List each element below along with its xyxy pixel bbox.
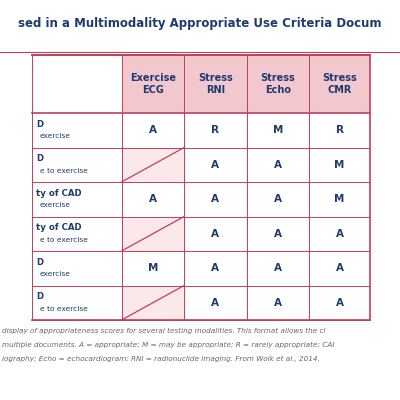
Text: A: A xyxy=(274,194,282,204)
Text: exercise: exercise xyxy=(40,134,71,140)
Text: A: A xyxy=(274,160,282,170)
Text: D: D xyxy=(36,292,43,301)
Bar xyxy=(309,251,370,286)
Bar xyxy=(122,148,184,182)
Text: D: D xyxy=(36,154,43,163)
Text: A: A xyxy=(274,229,282,239)
Text: M: M xyxy=(273,125,283,135)
Text: A: A xyxy=(211,194,219,204)
Text: M: M xyxy=(334,160,345,170)
Bar xyxy=(184,216,247,251)
Text: e to exercise: e to exercise xyxy=(40,306,88,312)
Bar xyxy=(32,55,122,113)
Text: A: A xyxy=(149,194,157,204)
Text: M: M xyxy=(148,263,158,273)
Text: Exercise
ECG: Exercise ECG xyxy=(130,73,176,95)
Bar xyxy=(122,182,184,216)
Text: ty of CAD: ty of CAD xyxy=(36,223,82,232)
Bar xyxy=(309,216,370,251)
Bar xyxy=(0,0,400,53)
Text: Stress
RNI: Stress RNI xyxy=(198,73,233,95)
Text: sed in a Multimodality Appropriate Use Criteria Docum: sed in a Multimodality Appropriate Use C… xyxy=(18,17,382,30)
Text: D: D xyxy=(36,120,43,128)
Bar xyxy=(247,113,309,148)
Text: Stress
Echo: Stress Echo xyxy=(260,73,295,95)
Bar xyxy=(184,286,247,320)
Bar xyxy=(32,182,122,216)
Text: A: A xyxy=(211,160,219,170)
Bar xyxy=(309,182,370,216)
Bar xyxy=(309,286,370,320)
Bar xyxy=(122,251,184,286)
Bar xyxy=(184,148,247,182)
Bar xyxy=(32,251,122,286)
Text: A: A xyxy=(274,263,282,273)
Text: A: A xyxy=(274,298,282,308)
Text: M: M xyxy=(334,194,345,204)
Text: A: A xyxy=(149,125,157,135)
Text: R: R xyxy=(336,125,344,135)
Text: multiple documents. A = appropriate; M = may be appropriate; R = rarely appropri: multiple documents. A = appropriate; M =… xyxy=(2,342,334,348)
Text: e to exercise: e to exercise xyxy=(40,168,88,174)
Bar xyxy=(247,251,309,286)
Bar xyxy=(32,148,122,182)
Text: A: A xyxy=(211,263,219,273)
Text: ty of CAD: ty of CAD xyxy=(36,188,82,198)
Bar xyxy=(32,113,122,148)
Bar xyxy=(247,55,309,113)
Text: e to exercise: e to exercise xyxy=(40,237,88,243)
Bar xyxy=(122,286,184,320)
Bar xyxy=(309,148,370,182)
Bar xyxy=(184,251,247,286)
Bar xyxy=(247,286,309,320)
Bar xyxy=(122,55,184,113)
Bar xyxy=(32,216,122,251)
Text: A: A xyxy=(211,298,219,308)
Bar xyxy=(32,286,122,320)
Bar xyxy=(309,113,370,148)
Bar xyxy=(247,148,309,182)
Bar xyxy=(122,113,184,148)
Bar xyxy=(247,216,309,251)
Bar xyxy=(122,216,184,251)
Bar xyxy=(184,55,247,113)
Text: A: A xyxy=(336,298,344,308)
Text: exercise: exercise xyxy=(40,202,71,208)
Text: display of appropriateness scores for several testing modalities. This format al: display of appropriateness scores for se… xyxy=(2,328,326,334)
Text: Stress
CMR: Stress CMR xyxy=(322,73,357,95)
Bar xyxy=(247,182,309,216)
Text: D: D xyxy=(36,258,43,266)
Text: exercise: exercise xyxy=(40,272,71,278)
Text: iography; Echo = echocardiogram; RNI = radionuclide imaging. From Wolk et al., 2: iography; Echo = echocardiogram; RNI = r… xyxy=(2,356,320,362)
Bar xyxy=(184,113,247,148)
Bar xyxy=(184,182,247,216)
Text: A: A xyxy=(211,229,219,239)
Text: A: A xyxy=(336,263,344,273)
Text: R: R xyxy=(211,125,219,135)
Text: A: A xyxy=(336,229,344,239)
Bar xyxy=(309,55,370,113)
